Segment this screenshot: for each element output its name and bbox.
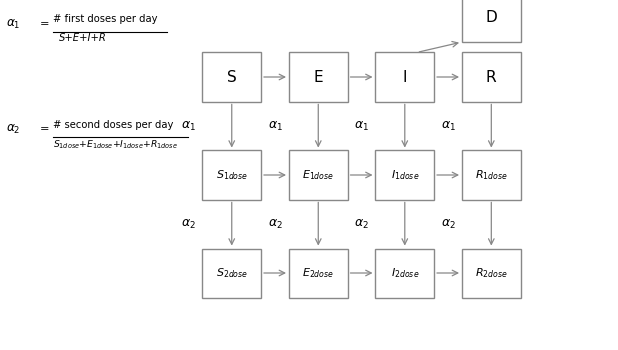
Bar (462, 0, 521, 42)
Text: S+E+I+R: S+E+I+R (59, 33, 106, 43)
Bar (289, 52, 347, 102)
Text: # second doses per day: # second doses per day (53, 119, 173, 130)
Text: $\alpha_1$: $\alpha_1$ (181, 119, 197, 133)
Bar (376, 150, 434, 200)
Bar (462, 52, 521, 102)
Text: $S_{1dose}$: $S_{1dose}$ (216, 168, 248, 182)
Text: =: = (40, 124, 53, 134)
Text: $S_{2dose}$: $S_{2dose}$ (216, 266, 248, 280)
Text: $\alpha_2$: $\alpha_2$ (354, 217, 370, 231)
Text: $\alpha_1$: $\alpha_1$ (354, 119, 370, 133)
Bar (376, 52, 434, 102)
Text: # first doses per day: # first doses per day (53, 14, 157, 25)
Bar (462, 248, 521, 298)
Bar (376, 248, 434, 298)
Text: $E_{2dose}$: $E_{2dose}$ (302, 266, 334, 280)
Text: $\alpha_1$: $\alpha_1$ (6, 18, 21, 30)
Bar (203, 248, 261, 298)
Text: $\alpha_2$: $\alpha_2$ (268, 217, 283, 231)
Bar (289, 150, 347, 200)
Bar (203, 150, 261, 200)
Text: R: R (486, 70, 497, 84)
Text: $I_{1dose}$: $I_{1dose}$ (391, 168, 419, 182)
Text: D: D (485, 10, 497, 25)
Text: $I_{2dose}$: $I_{2dose}$ (391, 266, 419, 280)
Text: $R_{2dose}$: $R_{2dose}$ (475, 266, 508, 280)
Text: $\alpha_2$: $\alpha_2$ (181, 217, 197, 231)
Text: E: E (313, 70, 323, 84)
Text: $\alpha_2$: $\alpha_2$ (441, 217, 456, 231)
Text: I: I (402, 70, 407, 84)
Text: $\alpha_2$: $\alpha_2$ (6, 122, 20, 135)
Text: $R_{1dose}$: $R_{1dose}$ (475, 168, 508, 182)
Bar (203, 52, 261, 102)
Text: $\alpha_1$: $\alpha_1$ (441, 119, 456, 133)
Text: $S_{1dose}$+$E_{1dose}$+$I_{1dose}$+$R_{1dose}$: $S_{1dose}$+$E_{1dose}$+$I_{1dose}$+$R_{… (53, 138, 177, 151)
Text: S: S (227, 70, 237, 84)
Bar (462, 150, 521, 200)
Text: $\alpha_1$: $\alpha_1$ (268, 119, 283, 133)
Bar (289, 248, 347, 298)
Text: $E_{1dose}$: $E_{1dose}$ (302, 168, 334, 182)
Text: =: = (40, 19, 53, 29)
